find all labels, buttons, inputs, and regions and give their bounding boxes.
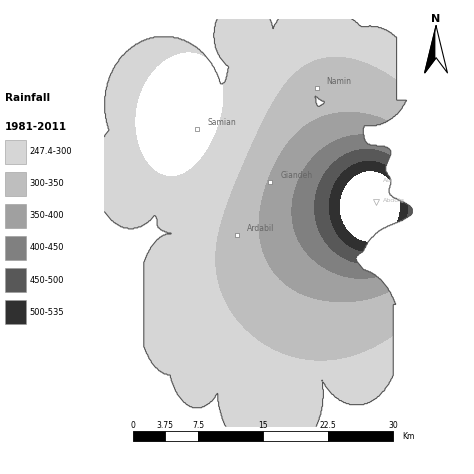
Text: Namin: Namin [327, 77, 352, 86]
Bar [5, 140, 26, 164]
Polygon shape [425, 26, 436, 73]
Text: 350-400: 350-400 [29, 211, 64, 220]
Text: 400-450: 400-450 [29, 244, 64, 253]
Text: 0: 0 [130, 421, 135, 429]
Text: 30: 30 [389, 421, 398, 429]
Text: Km: Km [402, 432, 414, 441]
Text: 500-535: 500-535 [29, 308, 64, 317]
Text: Rainfall: Rainfall [5, 93, 50, 103]
Text: Abdolg: Abdolg [383, 199, 405, 203]
Bar [5, 301, 26, 324]
Bar [5, 268, 26, 292]
Text: 450-500: 450-500 [29, 275, 64, 284]
Text: Giandeh: Giandeh [280, 171, 312, 180]
Text: 7.5: 7.5 [192, 421, 204, 429]
Text: 15: 15 [258, 421, 268, 429]
Text: 22.5: 22.5 [320, 421, 337, 429]
Text: Ardabil: Ardabil [247, 224, 274, 233]
Text: 247.4-300: 247.4-300 [29, 147, 72, 156]
Text: 1981-2011: 1981-2011 [5, 122, 67, 132]
Text: Samian: Samian [207, 118, 236, 127]
Polygon shape [436, 26, 447, 73]
Text: 3.75: 3.75 [157, 421, 174, 429]
Bar [5, 204, 26, 228]
Bar [5, 172, 26, 196]
Text: N: N [431, 15, 441, 25]
Text: Ala: Ala [383, 178, 393, 183]
Text: 300-350: 300-350 [29, 180, 64, 188]
Bar [5, 237, 26, 260]
